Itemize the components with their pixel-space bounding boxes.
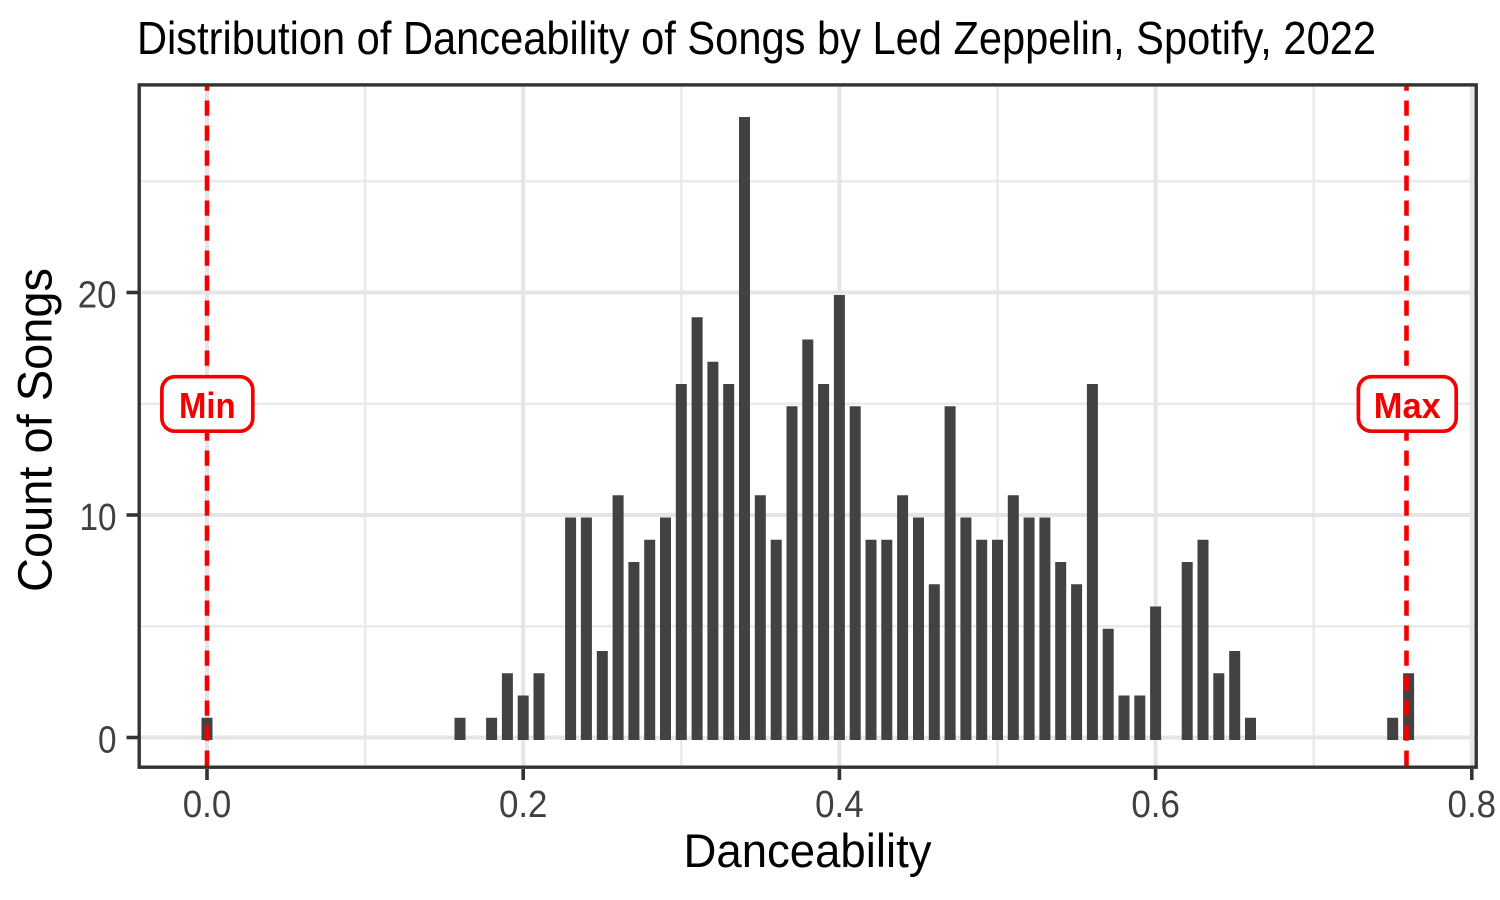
svg-text:10: 10	[80, 497, 117, 539]
svg-text:0: 0	[98, 720, 117, 762]
svg-text:0.0: 0.0	[183, 784, 232, 826]
svg-text:0.8: 0.8	[1448, 784, 1497, 826]
svg-text:0.2: 0.2	[499, 784, 548, 826]
svg-text:Distribution of Danceability o: Distribution of Danceability of Songs by…	[137, 12, 1376, 64]
svg-text:Min: Min	[179, 385, 236, 426]
svg-text:0.4: 0.4	[815, 784, 864, 826]
svg-text:20: 20	[78, 275, 117, 317]
svg-text:Count of Songs: Count of Songs	[9, 268, 63, 592]
svg-text:Max: Max	[1374, 385, 1441, 426]
svg-text:Danceability: Danceability	[684, 825, 932, 878]
svg-text:0.6: 0.6	[1131, 784, 1180, 826]
